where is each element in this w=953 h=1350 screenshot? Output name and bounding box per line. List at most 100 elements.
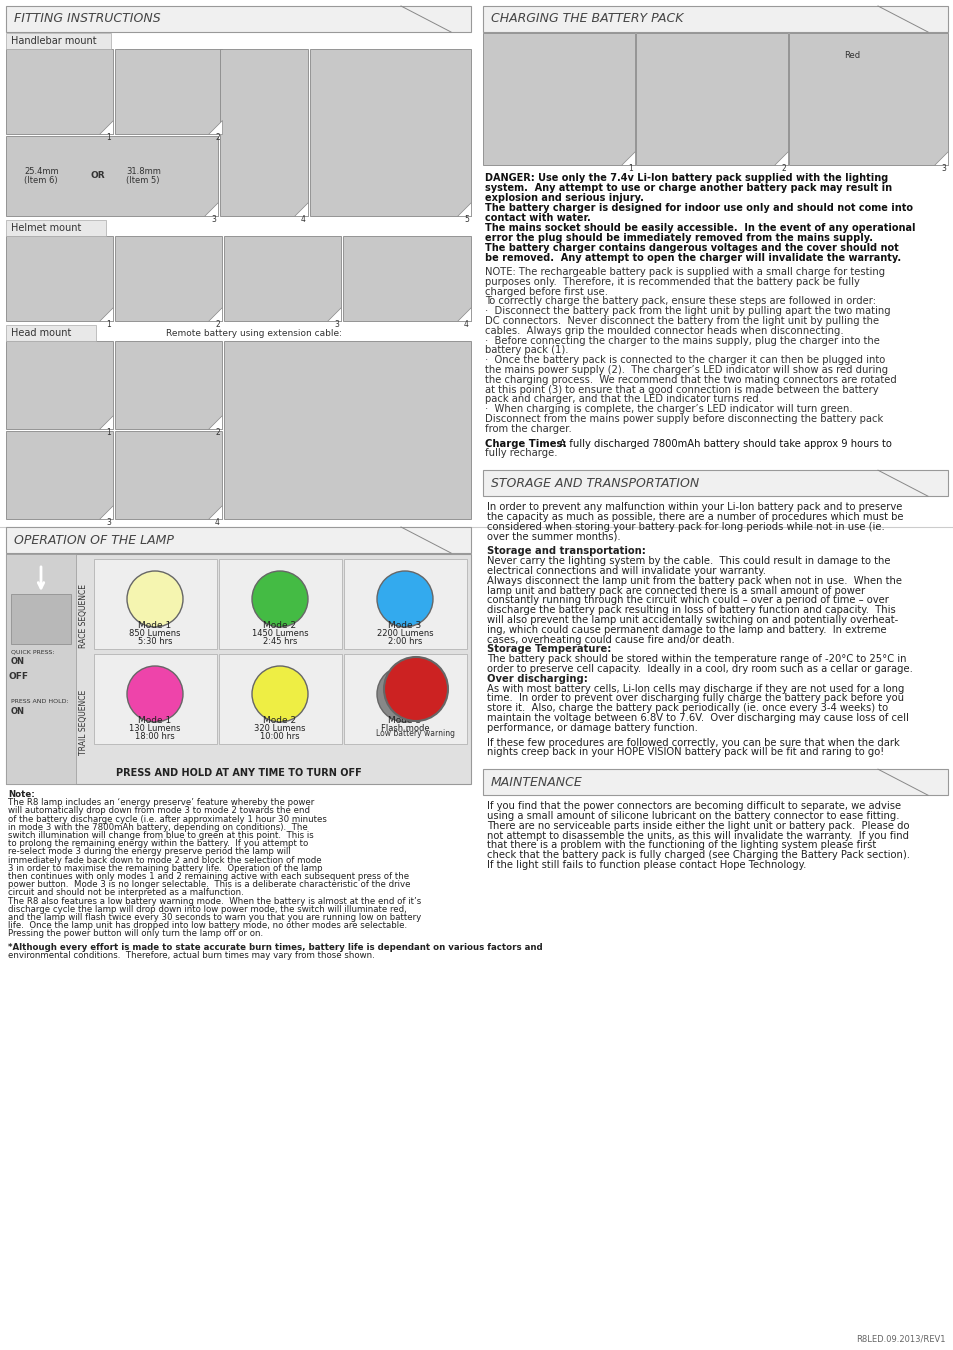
Text: 4: 4 xyxy=(464,320,469,329)
Text: life.  Once the lamp unit has dropped into low battery mode, no other modes are : life. Once the lamp unit has dropped int… xyxy=(8,921,407,930)
Polygon shape xyxy=(327,306,340,321)
Bar xyxy=(6,431,112,518)
Polygon shape xyxy=(456,306,471,321)
Text: store it.  Also, charge the battery pack periodically (ie. once every 3-4 weeks): store it. Also, charge the battery pack … xyxy=(486,703,887,713)
Bar xyxy=(6,32,111,49)
Text: 2:45 hrs: 2:45 hrs xyxy=(262,637,297,647)
Text: Mode 2: Mode 2 xyxy=(263,716,296,725)
Text: Red: Red xyxy=(843,51,860,59)
Text: the mains power supply (2).  The charger’s LED indicator will show as red during: the mains power supply (2). The charger’… xyxy=(484,364,887,375)
Bar xyxy=(6,526,471,554)
Text: lamp unit and battery pack are connected there is a small amount of power: lamp unit and battery pack are connected… xyxy=(486,586,864,595)
Text: and the lamp will flash twice every 30 seconds to warn you that you are running : and the lamp will flash twice every 30 s… xyxy=(8,913,421,922)
Bar xyxy=(115,49,222,134)
Text: 3: 3 xyxy=(106,518,111,526)
Text: The battery charger contains dangerous voltages and the cover should not: The battery charger contains dangerous v… xyxy=(484,243,898,252)
Bar xyxy=(6,342,112,429)
Text: 2: 2 xyxy=(215,134,220,142)
Text: ON: ON xyxy=(11,657,25,666)
Bar xyxy=(6,136,218,216)
Bar xyxy=(6,49,112,134)
Text: 1: 1 xyxy=(106,320,111,329)
Text: Always disconnect the lamp unit from the battery pack when not in use.  When the: Always disconnect the lamp unit from the… xyxy=(486,576,901,586)
Text: 3: 3 xyxy=(211,215,215,224)
Text: ·  Before connecting the charger to the mains supply, plug the charger into the: · Before connecting the charger to the m… xyxy=(484,336,879,346)
Text: 25.4mm: 25.4mm xyxy=(24,166,58,176)
Text: The mains socket should be easily accessible.  In the event of any operational: The mains socket should be easily access… xyxy=(484,223,915,234)
Text: *Although every effort is made to state accurate burn times, battery life is dep: *Although every effort is made to state … xyxy=(8,942,542,952)
Bar xyxy=(344,559,467,649)
Text: The battery pack should be stored within the temperature range of -20°C to 25°C : The battery pack should be stored within… xyxy=(486,655,905,664)
Text: then continues with only modes 1 and 2 remaining active with each subsequent pre: then continues with only modes 1 and 2 r… xyxy=(8,872,409,882)
Text: considered when storing your battery pack for long periods while not in use (ie.: considered when storing your battery pac… xyxy=(486,522,883,532)
Text: discharge cycle the lamp will drop down into low power mode, the switch will ill: discharge cycle the lamp will drop down … xyxy=(8,904,406,914)
Text: Mode 1: Mode 1 xyxy=(138,621,172,630)
Text: be removed.  Any attempt to open the charger will invalidate the warranty.: be removed. Any attempt to open the char… xyxy=(484,252,901,263)
Bar xyxy=(224,342,471,518)
Text: The R8 also features a low battery warning mode.  When the battery is almost at : The R8 also features a low battery warni… xyxy=(8,896,421,906)
Text: Mode 1: Mode 1 xyxy=(138,716,172,725)
Bar xyxy=(94,559,216,649)
Circle shape xyxy=(127,571,183,626)
Polygon shape xyxy=(204,202,218,216)
Text: fully recharge.: fully recharge. xyxy=(484,448,557,459)
Text: (Item 6): (Item 6) xyxy=(24,177,57,185)
Text: immediately fade back down to mode 2 and block the selection of mode: immediately fade back down to mode 2 and… xyxy=(8,856,321,864)
Text: 320 Lumens: 320 Lumens xyxy=(254,724,305,733)
Text: If the light still fails to function please contact Hope Technology.: If the light still fails to function ple… xyxy=(486,860,805,869)
Text: Pressing the power button will only turn the lamp off or on.: Pressing the power button will only turn… xyxy=(8,929,263,938)
Circle shape xyxy=(127,666,183,722)
Text: 2: 2 xyxy=(781,163,785,173)
Text: Note:: Note: xyxy=(8,790,34,799)
Bar xyxy=(6,5,471,32)
Bar xyxy=(94,653,216,744)
Bar xyxy=(310,49,471,216)
Text: pack and charger, and that the LED indicator turns red.: pack and charger, and that the LED indic… xyxy=(484,394,761,405)
Circle shape xyxy=(376,571,433,626)
Text: maintain the voltage between 6.8V to 7.6V.  Over discharging may cause loss of c: maintain the voltage between 6.8V to 7.6… xyxy=(486,713,908,724)
Text: CHARGING THE BATTERY PACK: CHARGING THE BATTERY PACK xyxy=(491,12,682,26)
Text: circuit and should not be interpreted as a malfunction.: circuit and should not be interpreted as… xyxy=(8,888,244,898)
Text: If you find that the power connectors are becoming difficult to separate, we adv: If you find that the power connectors ar… xyxy=(486,801,901,811)
Text: environmental conditions.  Therefore, actual burn times may vary from those show: environmental conditions. Therefore, act… xyxy=(8,950,375,960)
Text: The battery charger is designed for indoor use only and should not come into: The battery charger is designed for indo… xyxy=(484,202,912,213)
Text: cables.  Always grip the moulded connector heads when disconnecting.: cables. Always grip the moulded connecto… xyxy=(484,325,842,336)
Circle shape xyxy=(252,666,308,722)
Text: STORAGE AND TRANSPORTATION: STORAGE AND TRANSPORTATION xyxy=(491,477,699,490)
Text: OR: OR xyxy=(91,171,106,181)
Text: Mode 3: Mode 3 xyxy=(388,716,421,725)
Polygon shape xyxy=(208,306,222,321)
Text: DANGER: Use only the 7.4v Li-Ion battery pack supplied with the lighting: DANGER: Use only the 7.4v Li-Ion battery… xyxy=(484,173,887,184)
Text: 10:00 hrs: 10:00 hrs xyxy=(260,732,299,741)
Text: switch illumination will change from blue to green at this point.  This is: switch illumination will change from blu… xyxy=(8,832,314,840)
Text: Head mount: Head mount xyxy=(11,328,71,338)
Text: battery pack (1).: battery pack (1). xyxy=(484,346,568,355)
Polygon shape xyxy=(620,151,635,165)
Text: 1: 1 xyxy=(628,163,633,173)
Text: using a small amount of silicone lubricant on the battery connector to ease fitt: using a small amount of silicone lubrica… xyxy=(486,811,899,821)
Text: will also prevent the lamp unit accidentally switching on and potentially overhe: will also prevent the lamp unit accident… xyxy=(486,616,898,625)
Text: the charging process.  We recommend that the two mating connectors are rotated: the charging process. We recommend that … xyxy=(484,375,896,385)
Text: not attempt to disassemble the units, as this will invalidate the warranty.  If : not attempt to disassemble the units, as… xyxy=(486,830,908,841)
Bar xyxy=(224,236,340,321)
Text: from the charger.: from the charger. xyxy=(484,424,571,433)
Text: Low battery warning: Low battery warning xyxy=(376,729,455,738)
Text: 3: 3 xyxy=(334,320,338,329)
Text: purposes only.  Therefore, it is recommended that the battery pack be fully: purposes only. Therefore, it is recommen… xyxy=(484,277,859,286)
Bar xyxy=(6,554,471,784)
Text: over the summer months).: over the summer months). xyxy=(486,532,620,541)
Polygon shape xyxy=(99,120,112,134)
Text: constantly running through the circuit which could – over a period of time – ove: constantly running through the circuit w… xyxy=(486,595,888,605)
Text: Mode 2: Mode 2 xyxy=(263,621,296,630)
Text: 2:00 hrs: 2:00 hrs xyxy=(388,637,422,647)
Text: There are no serviceable parts inside either the light unit or battery pack.  Pl: There are no serviceable parts inside ei… xyxy=(486,821,908,830)
Text: 5: 5 xyxy=(464,215,469,224)
Bar xyxy=(788,32,947,165)
Polygon shape xyxy=(208,120,222,134)
Circle shape xyxy=(252,571,308,626)
Text: nights creep back in your HOPE VISION battery pack will be fit and raring to go!: nights creep back in your HOPE VISION ba… xyxy=(486,748,883,757)
Bar xyxy=(6,325,96,342)
Text: QUICK PRESS:: QUICK PRESS: xyxy=(11,649,54,653)
Text: in mode 3 with the 7800mAh battery, depending on conditions).  The: in mode 3 with the 7800mAh battery, depe… xyxy=(8,822,308,832)
Text: Remote battery using extension cable:: Remote battery using extension cable: xyxy=(166,328,341,338)
